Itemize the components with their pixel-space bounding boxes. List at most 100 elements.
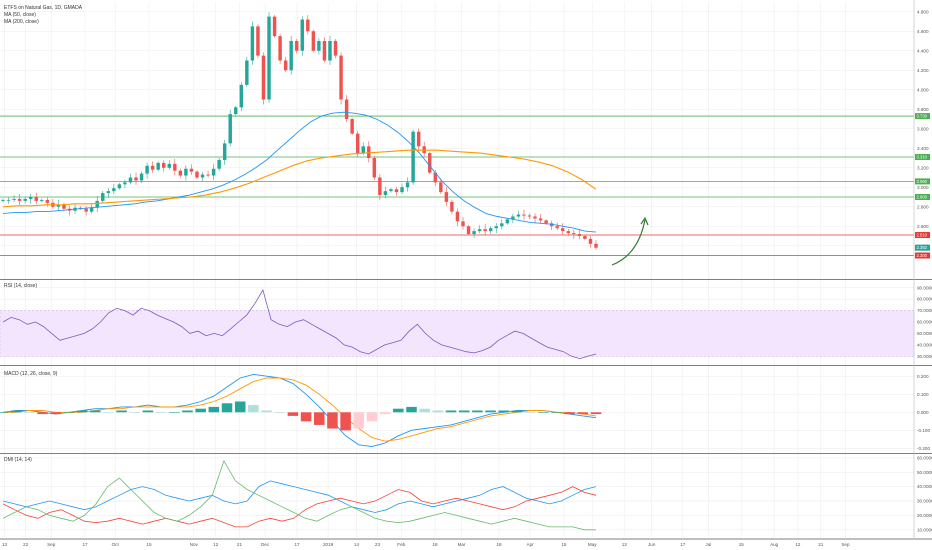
candle-body (511, 216, 515, 220)
candle-body (566, 231, 571, 234)
y-tick-label: 2.600 (917, 224, 929, 229)
macd-histogram-bar (63, 412, 75, 413)
candle-body (339, 55, 343, 100)
macd-histogram-bar (564, 412, 575, 415)
candle-body (245, 60, 249, 85)
price-level-tag (915, 113, 930, 120)
candle-body (156, 162, 160, 170)
time-tick-label: 15 (739, 542, 745, 547)
macd-histogram-bar (511, 410, 523, 413)
time-tick-label: 13 (622, 542, 628, 547)
y-tick-label: 60.0000 (917, 455, 932, 460)
candle-body (433, 172, 437, 183)
candle-body (173, 163, 177, 171)
time-tick-label: Oct (112, 542, 120, 547)
candle-body (267, 16, 271, 100)
candle-body (361, 146, 365, 154)
ma200-legend: MA (200, close) (4, 19, 39, 25)
macd-histogram-bar (195, 408, 206, 413)
candle-body (450, 201, 454, 212)
candle-body (461, 221, 465, 227)
y-tick-label: 30.0000 (917, 499, 932, 504)
candle-body (344, 99, 349, 119)
time-tick-label: Sep (47, 542, 56, 547)
candle-body (150, 165, 155, 170)
time-tick-label: 21 (818, 542, 824, 547)
macd-histogram-bar (142, 410, 154, 413)
adx-line (2, 459, 596, 531)
candle-body (128, 177, 133, 183)
candle-body (117, 184, 122, 189)
candle-body (383, 191, 388, 196)
candle-body (416, 131, 421, 147)
last-price-tag-label: 2.382 (917, 245, 928, 250)
macd-pane-title: MACD (12, 26, close, 9) (4, 371, 58, 377)
candle-body (333, 41, 338, 56)
candle-body (106, 191, 111, 194)
time-tick-label: Aug (770, 542, 779, 547)
candle-body (211, 168, 216, 176)
time-tick-label: 18 (496, 542, 502, 547)
time-tick-label: Jun (648, 542, 656, 547)
time-tick-label: Jul (705, 542, 711, 547)
y-tick-label: 3.600 (917, 126, 929, 131)
macd-histogram-bar (432, 410, 444, 413)
macd-histogram-bar (327, 412, 338, 429)
time-axis: 13 22 Sep 17 Oct 15 Nov 12 21 Dec 17 2019 14 23 Feb 18 M… (2, 542, 850, 547)
price-candles (1, 12, 598, 250)
macd-histogram-bar (340, 412, 351, 431)
ma50-line (2, 111, 597, 233)
y-tick-label: 50.0000 (917, 331, 932, 336)
y-tick-label: 3.000 (917, 185, 929, 190)
candle-body (123, 182, 127, 185)
y-tick-label: 0.100 (917, 392, 929, 397)
macd-histogram-bar (182, 410, 193, 413)
candle-body (561, 228, 565, 232)
price-level-tag-label: 3.060 (917, 179, 928, 184)
candle-body (84, 208, 88, 212)
candle-body (189, 168, 194, 172)
candle-body (516, 214, 521, 217)
candle-body (62, 204, 66, 209)
macd-histogram-bar (590, 412, 602, 415)
candle-body (488, 228, 493, 232)
price-level-tags: 3.730 3.310 3.060 2.900 2.510 2.300 2.382 (915, 113, 930, 259)
dmi-pane-title: DMI (14, 14) (4, 457, 32, 463)
macd-histogram-bar (313, 412, 325, 425)
candle-body (250, 26, 255, 61)
macd-histogram-bar (498, 410, 510, 413)
y-tick-label: 4.800 (917, 9, 929, 14)
macd-histogram-bar (287, 412, 299, 416)
macd-histogram-bar (300, 412, 312, 422)
macd-histogram-bar (577, 412, 589, 415)
y-tick-label: 20.0000 (917, 513, 932, 518)
macd-histogram (0, 401, 602, 431)
time-tick-label: 13 (2, 542, 8, 547)
dmi-plus-line (2, 480, 597, 513)
candle-body (328, 41, 332, 61)
macd-histogram-bar (445, 410, 457, 413)
time-tick-label: Dec (261, 542, 270, 547)
price-level-tag (915, 252, 930, 259)
price-level-lines (0, 115, 914, 256)
gridlines (0, 2, 914, 537)
candle-body (1, 199, 5, 201)
candle-body (472, 231, 476, 235)
candle-body (583, 236, 587, 239)
time-tick-label: Mar (458, 542, 466, 547)
y-tick-label: 10.0000 (917, 527, 932, 532)
macd-histogram-bar (221, 403, 233, 413)
candle-body (588, 238, 593, 244)
candle-body (234, 107, 238, 115)
time-tick-label: 18 (433, 542, 439, 547)
candle-body (317, 41, 321, 51)
y-tick-label: 2.800 (917, 204, 929, 209)
candle-body (444, 192, 449, 202)
ma50-legend: MA (50, close) (4, 12, 36, 18)
macd-histogram-bar (261, 410, 272, 413)
curved-up-arrow-icon (611, 216, 649, 266)
candle-body (439, 182, 443, 193)
y-tick-label: 90.0000 (917, 285, 932, 290)
time-tick-label: 12 (795, 542, 801, 547)
